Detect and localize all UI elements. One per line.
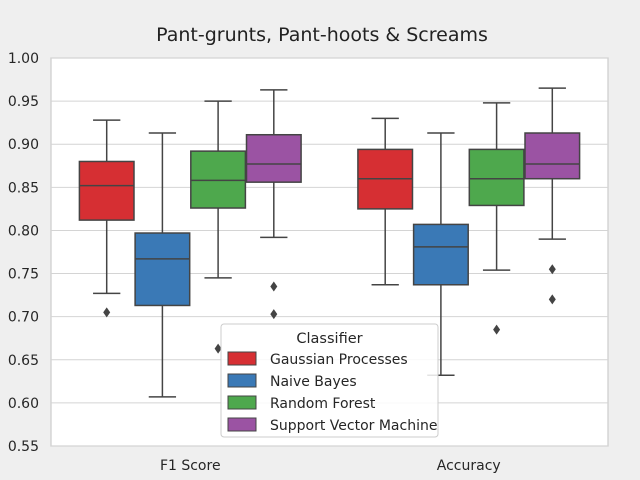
y-tick-label: 1.00	[8, 51, 39, 67]
legend-swatch	[227, 417, 257, 432]
y-tick-label: 0.85	[8, 180, 39, 196]
box-body	[134, 232, 191, 307]
legend-label: Gaussian Processes	[270, 352, 408, 368]
y-tick-label: 0.65	[8, 353, 39, 369]
box-body	[78, 160, 135, 221]
outlier-marker	[103, 307, 111, 318]
outlier-marker	[493, 324, 501, 335]
y-tick-label: 0.95	[8, 94, 39, 110]
outlier-marker	[214, 343, 222, 354]
legend: Classifier Gaussian Processes Naive Bayes…	[220, 323, 439, 438]
outlier-marker	[270, 281, 278, 292]
chart-title: Pant-grunts, Pant-hoots & Screams	[156, 24, 488, 46]
y-tick-label: 0.60	[8, 396, 39, 412]
box-naive-bayes	[134, 132, 191, 398]
legend-swatch	[227, 373, 257, 388]
outlier-marker	[270, 309, 278, 320]
box-body	[468, 148, 525, 207]
y-tick-label: 0.80	[8, 223, 39, 239]
outlier-marker	[548, 294, 556, 305]
x-tick-label: Accuracy	[437, 458, 501, 474]
y-tick-label: 0.75	[8, 267, 39, 283]
box-body	[412, 223, 469, 286]
box-body	[190, 150, 247, 209]
legend-label: Random Forest	[270, 396, 376, 412]
box-random-forest	[190, 100, 247, 354]
box-random-forest	[468, 102, 525, 335]
box-series	[78, 87, 581, 398]
box-body	[524, 132, 581, 180]
y-tick-label: 0.90	[8, 137, 39, 153]
box-gaussian-processes	[357, 117, 414, 286]
y-axis: 0.55 0.60 0.65 0.70 0.75 0.80 0.85 0.90 0.95 1.00	[8, 51, 39, 455]
legend-swatch	[227, 351, 257, 366]
legend-frame	[220, 323, 439, 438]
legend-label: Naive Bayes	[270, 374, 357, 390]
legend-swatch	[227, 395, 257, 410]
box-naive-bayes	[412, 132, 469, 377]
x-axis: F1 Score Accuracy	[160, 458, 501, 474]
box-body	[245, 133, 302, 183]
box-support-vector-machine	[245, 89, 302, 320]
y-tick-label: 0.70	[8, 310, 39, 326]
outlier-marker	[548, 264, 556, 275]
x-tick-label: F1 Score	[160, 458, 221, 474]
box-support-vector-machine	[524, 87, 581, 305]
legend-label: Support Vector Machine	[270, 418, 437, 434]
y-tick-label: 0.55	[8, 439, 39, 455]
legend-title: Classifier	[296, 331, 362, 347]
box-gaussian-processes	[78, 119, 135, 318]
